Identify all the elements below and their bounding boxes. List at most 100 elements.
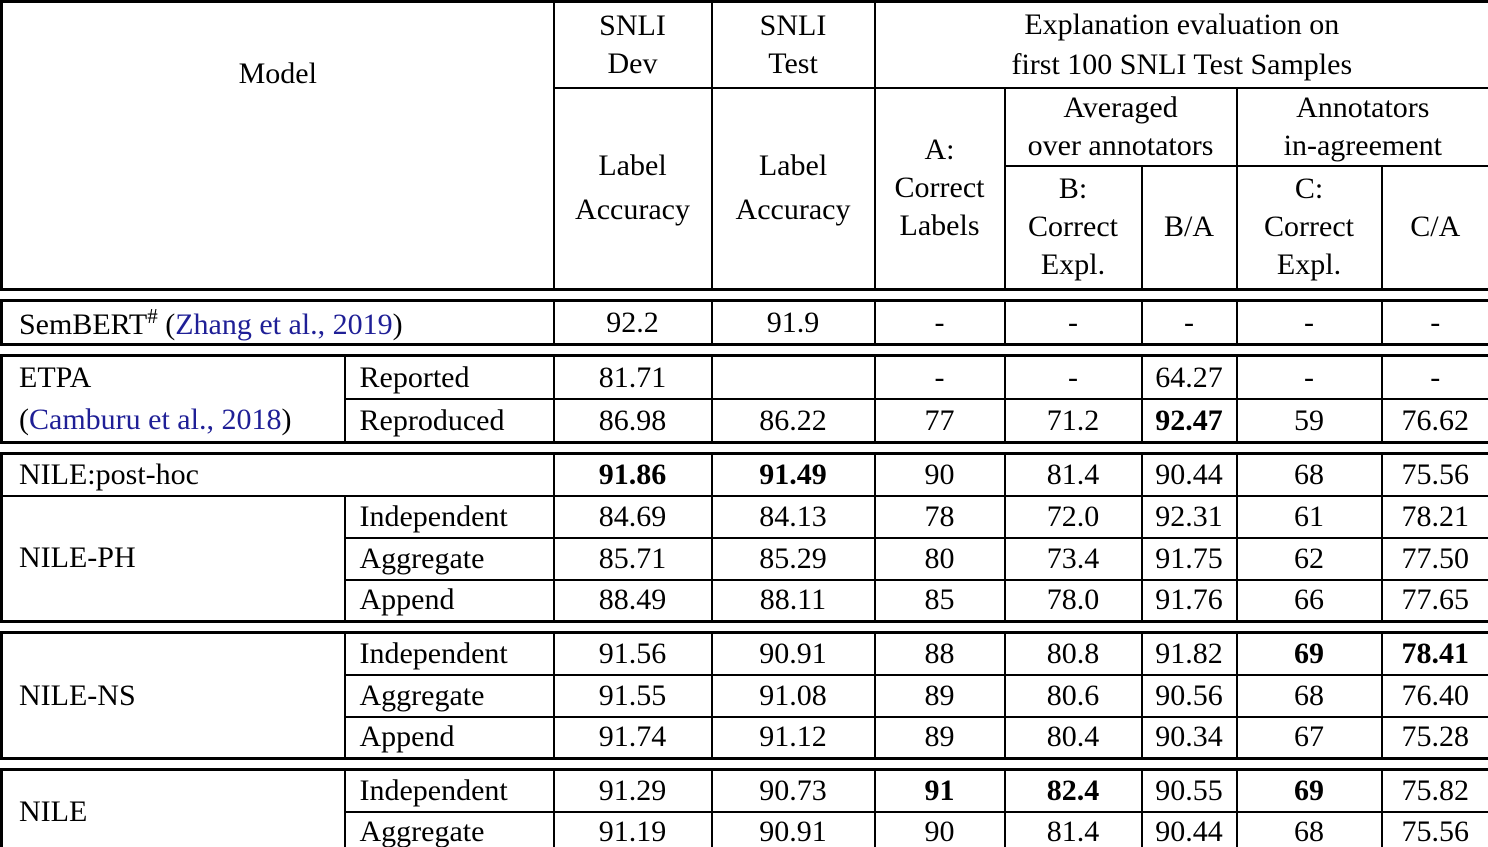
header-averaged-over-annotators: Averaged over annotators	[1003, 86, 1238, 167]
variant-label: Independent	[343, 494, 555, 539]
cell-ca: 76.62	[1380, 398, 1488, 444]
cell-test: 88.11	[710, 578, 876, 623]
citation-link-zhang-2019[interactable]: Zhang et al., 2019	[175, 307, 393, 341]
table-etpa-section: ETPA (Camburu et al., 2018) Reported 81.…	[0, 354, 1488, 444]
etpa-model-name: ETPA	[19, 361, 92, 394]
header-row-2: Label Accuracy Label Accuracy A: Correct…	[2, 86, 1488, 291]
cell-b: 73.4	[1003, 536, 1143, 581]
cell-dev: 91.56	[552, 631, 713, 676]
table-sembert-section: SemBERT# (Zhang et al., 2019) 92.2 91.9 …	[0, 299, 1488, 346]
cell-dev: 91.29	[552, 768, 713, 813]
cell-ba: -	[1140, 299, 1238, 346]
sembert-model-cell: SemBERT# (Zhang et al., 2019)	[0, 299, 555, 346]
row-sembert: SemBERT# (Zhang et al., 2019) 92.2 91.9 …	[0, 299, 1488, 346]
cell-test: 91.08	[710, 673, 876, 718]
cell-test: 90.73	[710, 768, 876, 813]
cell-dev: 85.71	[552, 536, 713, 581]
cell-a: 77	[873, 398, 1006, 444]
table-nile-section: NILE Independent 91.29 90.73 91 82.4 90.…	[0, 768, 1488, 847]
cell-a: 88	[873, 631, 1006, 676]
etpa-model-cell: ETPA (Camburu et al., 2018)	[0, 354, 346, 444]
nile-ns-model-cell: NILE-NS	[0, 631, 346, 760]
citation-link-camburu-2018[interactable]: Camburu et al., 2018	[29, 403, 282, 436]
header-model: Model	[0, 0, 555, 291]
cell-dev: 91.74	[552, 715, 713, 760]
cell-a: 90	[873, 452, 1006, 497]
cell-dev: 91.86	[552, 452, 713, 497]
cell-ba: 90.34	[1140, 715, 1238, 760]
table-nile-ph-section: NILE:post-hoc 91.86 91.49 90 81.4 90.44 …	[0, 452, 1488, 623]
row-nile-ns-aggregate: Aggregate 91.55 91.08 89 80.6 90.56 68 7…	[2, 673, 1488, 718]
cell-test: 90.91	[710, 810, 876, 847]
table-nile-ns-section: NILE-NS Independent 91.56 90.91 88 80.8 …	[0, 631, 1488, 760]
row-nile-ph-aggregate: Aggregate 85.71 85.29 80 73.4 91.75 62 7…	[2, 536, 1488, 581]
variant-label: Aggregate	[343, 673, 555, 718]
cell-ca: 75.82	[1380, 768, 1488, 813]
variant-label: Independent	[343, 631, 555, 676]
cell-dev: 91.55	[552, 673, 713, 718]
cell-b: 80.8	[1003, 631, 1143, 676]
row-nile-ph-append: Append 88.49 88.11 85 78.0 91.76 66 77.6…	[2, 578, 1488, 623]
cell-ca: 78.41	[1380, 631, 1488, 676]
cell-b: 71.2	[1003, 398, 1143, 444]
cell-c: 61	[1235, 494, 1383, 539]
cell-c: 66	[1235, 578, 1383, 623]
cell-test: 90.91	[710, 631, 876, 676]
header-b-over-a: B/A	[1140, 164, 1238, 291]
variant-label: Append	[343, 578, 555, 623]
variant-label: Aggregate	[343, 810, 555, 847]
row-nile-ns-independent: NILE-NS Independent 91.56 90.91 88 80.8 …	[0, 631, 1488, 760]
row-nile-independent: NILE Independent 91.29 90.73 91 82.4 90.…	[0, 768, 1488, 847]
cell-ca: 76.40	[1380, 673, 1488, 718]
cell-b: -	[1003, 354, 1143, 400]
cell-b: 81.4	[1003, 810, 1143, 847]
cell-test: 85.29	[710, 536, 876, 581]
header-snli-dev: SNLI Dev	[552, 0, 713, 89]
cell-c: -	[1235, 299, 1383, 346]
row-etpa-reproduced: Reproduced 86.98 86.22 77 71.2 92.47 59 …	[2, 398, 1488, 444]
cell-a: 89	[873, 673, 1006, 718]
cell-ca: 77.50	[1380, 536, 1488, 581]
cell-a: -	[873, 354, 1006, 400]
cell-test	[710, 354, 876, 400]
cell-dev: 91.19	[552, 810, 713, 847]
header-c-over-a: C/A	[1380, 164, 1488, 291]
cell-dev: 84.69	[552, 494, 713, 539]
cell-a: 90	[873, 810, 1006, 847]
header-label-accuracy-dev: Label Accuracy	[552, 86, 713, 291]
header-row-3: B: Correct Expl. B/A C: Correct Expl. C/…	[2, 164, 1488, 291]
row-nile-aggregate: Aggregate 91.19 90.91 90 81.4 90.44 68 7…	[2, 810, 1488, 847]
cell-ba: 90.44	[1140, 452, 1238, 497]
cell-b: 81.4	[1003, 452, 1143, 497]
cell-ba: 92.47	[1140, 398, 1238, 444]
variant-label: Independent	[343, 768, 555, 813]
row-nile-ns-append: Append 91.74 91.12 89 80.4 90.34 67 75.2…	[2, 715, 1488, 760]
header-label-accuracy-test: Label Accuracy	[710, 86, 876, 291]
cell-c: 68	[1235, 673, 1383, 718]
header-annotators-in-agreement: Annotators in-agreement	[1235, 86, 1488, 167]
cell-c: 59	[1235, 398, 1383, 444]
nile-model-cell: NILE	[0, 768, 346, 847]
cell-a: -	[873, 299, 1006, 346]
cell-test: 91.12	[710, 715, 876, 760]
cell-test: 84.13	[710, 494, 876, 539]
cell-ca: 77.65	[1380, 578, 1488, 623]
cell-c: 69	[1235, 768, 1383, 813]
variant-label: Reproduced	[343, 398, 555, 444]
cell-ca: 75.28	[1380, 715, 1488, 760]
nile-posthoc-model-cell: NILE:post-hoc	[0, 452, 555, 497]
variant-label: Append	[343, 715, 555, 760]
cell-dev: 86.98	[552, 398, 713, 444]
cell-b: 80.6	[1003, 673, 1143, 718]
cell-c: -	[1235, 354, 1383, 400]
cell-c: 67	[1235, 715, 1383, 760]
cell-ca: 75.56	[1380, 452, 1488, 497]
sembert-model-name: SemBERT	[19, 307, 148, 341]
nile-ph-model-cell: NILE-PH	[0, 494, 346, 623]
cell-a: 80	[873, 536, 1006, 581]
cell-ca: -	[1380, 354, 1488, 400]
cell-b: 80.4	[1003, 715, 1143, 760]
cell-ba: 90.55	[1140, 768, 1238, 813]
header-a-correct-labels: A: Correct Labels	[873, 86, 1006, 291]
cell-dev: 88.49	[552, 578, 713, 623]
